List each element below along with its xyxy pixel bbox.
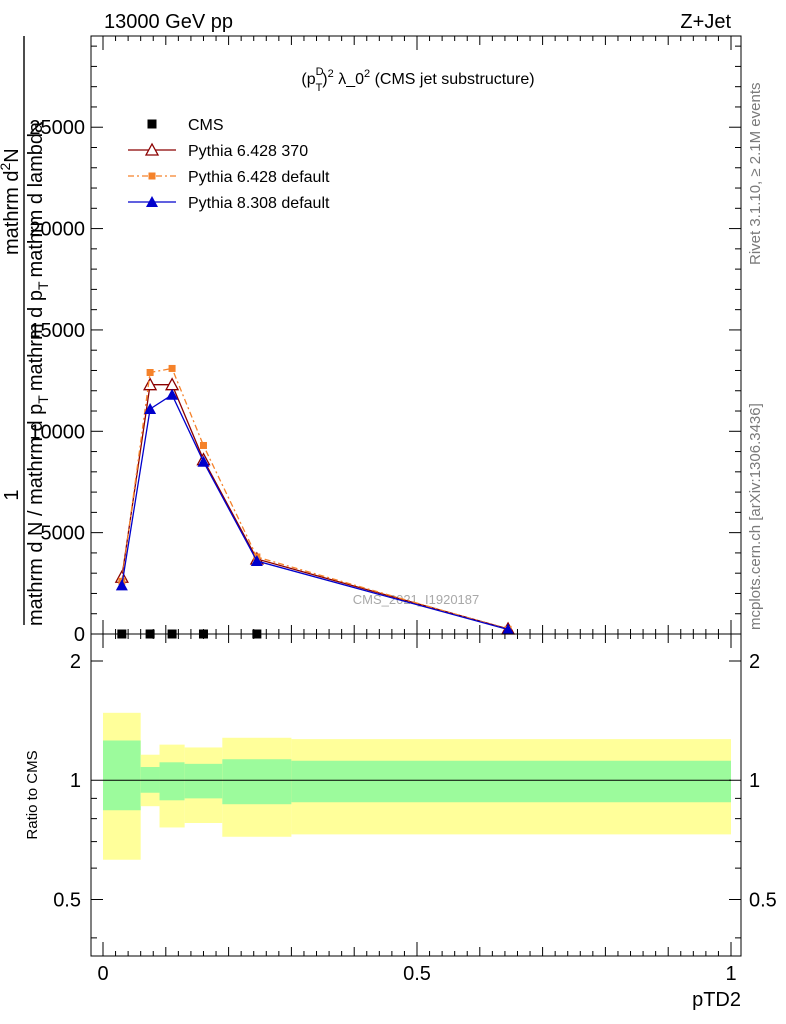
ratio-y-tick-label: 1 [70,770,81,792]
legend-marker [146,196,158,207]
main-y-tick-label: 15000 [29,320,85,342]
x-axis-label: pTD2 [692,989,741,1011]
main-y-axis: 0 5000 10000 15000 20000 25000 [29,45,741,646]
rivet-label: Rivet 3.1.10, ≥ 2.1M events [747,83,764,266]
legend-entry: CMS [147,117,224,134]
legend: CMS Pythia 6.428 370 Pythia 6.428 default P… [128,117,330,212]
legend-label: CMS [188,117,224,134]
data-point [199,441,207,449]
main-y-tick-label: 25000 [29,117,85,139]
y-label-numerator: 1 [1,489,23,500]
main-y-tick-label: 10000 [29,421,85,443]
y-label-top: mathrm d2N [0,148,23,255]
main-y-tick-label: 5000 [41,523,86,545]
inner-band [103,740,141,811]
data-point [166,388,179,400]
main-x-ticks [102,36,732,634]
data-point [502,623,515,635]
series-line [121,367,509,630]
series-3 [115,388,515,635]
main-y-tick-label: 0 [74,624,85,646]
legend-label: Pythia 6.428 370 [188,143,308,160]
inner-band [222,759,292,805]
ratio-y-tick-label-right: 1 [749,770,760,792]
ratio-frame [90,633,742,957]
ratio-y-tick-label: 0.5 [53,889,81,911]
x-tick-label: 0 [97,963,108,985]
data-point [146,369,154,377]
chart-title: (pD T)2 λ_02 (CMS jet substructure) [301,66,534,94]
legend-entry: Pythia 6.428 370 [128,142,308,160]
ratio-y-tick-label: 2 [70,651,81,673]
ratio-y-tick-label-right: 0.5 [749,889,777,911]
main-y-label: 1 mathrm d N / mathrm d pTmathrm d pTmat… [0,36,51,626]
mcplots-label: mcplots.cern.ch [arXiv:1306.3436] [747,403,764,630]
legend-marker [144,142,160,156]
legend-entry: Pythia 6.428 default [128,169,330,186]
ratio-y-axis: 0.5 0.5 1 1 2 2 [53,651,777,939]
x-tick-label: 1 [725,963,736,985]
x-axis: 0 0.5 1 [97,634,737,985]
legend-marker [148,172,156,180]
legend-label: Pythia 6.428 default [188,169,330,186]
ratio-y-label: Ratio to CMS [24,750,41,839]
y-label-denominator: mathrm d N / mathrm d pTmathrm d pTmathr… [25,121,51,626]
series-line [121,393,509,631]
data-point [168,364,176,372]
ratio-y-tick-label-right: 2 [749,651,760,673]
data-point [197,455,210,467]
inner-band [184,763,223,799]
legend-entry: Pythia 8.308 default [128,195,330,212]
main-panel: 0 5000 10000 15000 20000 25000 (pD T)2 λ_02 (C… [0,35,742,646]
inner-band [291,760,731,803]
series-line [121,384,509,630]
data-point [144,402,157,414]
data-point [143,377,158,391]
data-point [250,555,263,567]
legend-marker [147,119,157,129]
x-tick-label: 0.5 [403,963,431,985]
ratio-panel: 0.5 0.51 12 2 0 0.5 1 Ratio to CMS pTD2 [24,633,777,1011]
process-label: Z+Jet [680,11,731,33]
uncertainty-bands [103,712,731,860]
legend-label: Pythia 8.308 default [188,195,330,212]
inner-band [159,762,185,801]
main-y-tick-label: 20000 [29,219,85,241]
energy-label: 13000 GeV pp [104,11,233,33]
data-point [115,579,128,591]
